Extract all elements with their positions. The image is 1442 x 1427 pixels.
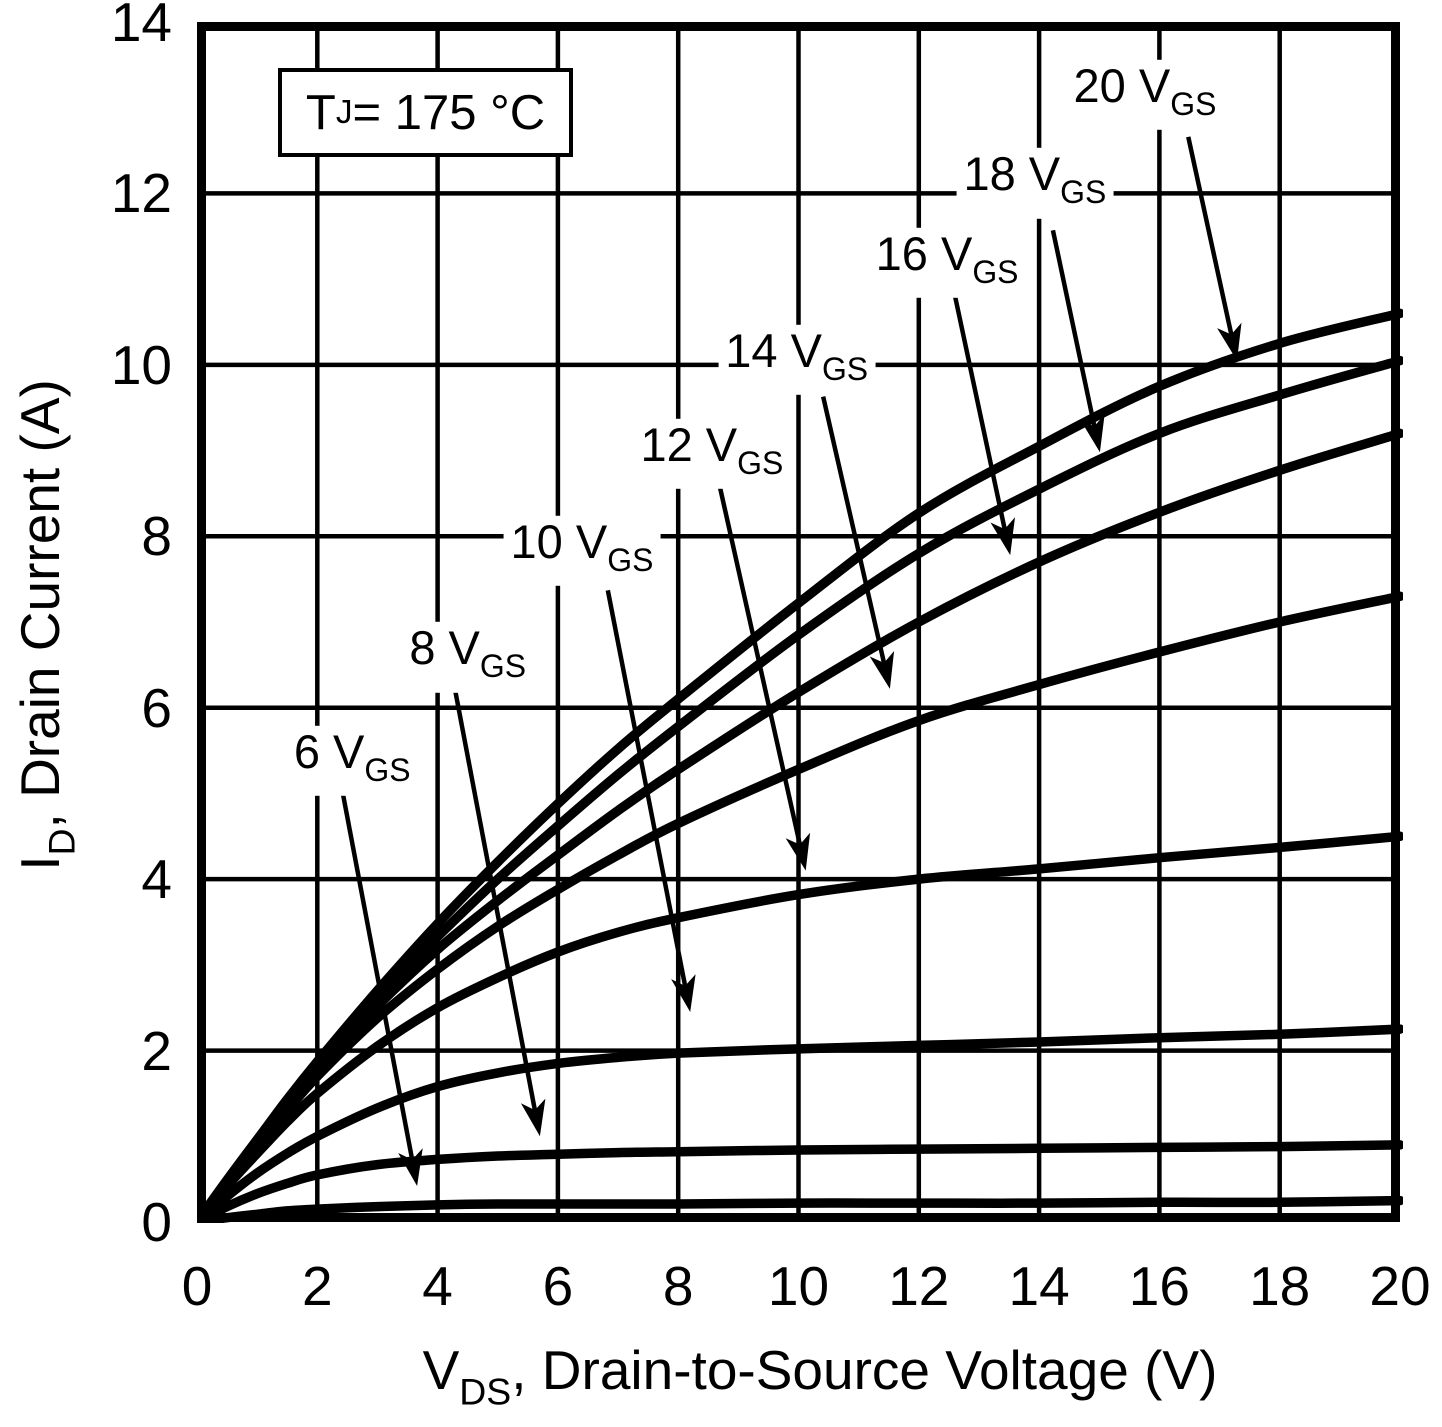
x-tick-label-12: 12 [888,1255,950,1317]
curve-vgs-8 [197,1140,1403,1223]
curve-label-vgs-18: 18 VGS [956,146,1114,219]
curve-label-sub-vgs-18: GS [1060,174,1107,211]
x-tick-label-8: 8 [662,1255,694,1317]
arrowhead-vgs-12 [785,832,811,871]
curve-label-sub-vgs-8: GS [479,648,527,685]
curve-label-main-vgs-10: 10 V [510,514,608,568]
curve-layer [197,308,1403,1223]
curve-label-sub-vgs-6: GS [364,752,411,789]
x-axis-title-post: , Drain-to-Source Voltage (V) [511,1339,1218,1401]
curve-label-sub-vgs-10: GS [607,542,654,579]
y-tick-label-4: 4 [141,848,172,911]
arrowhead-vgs-10 [671,974,696,1012]
curve-label-sub-vgs-12: GS [737,445,784,482]
arrow-line-vgs-20 [1186,136,1234,337]
arrowhead-vgs-14 [869,651,895,689]
arrowhead-vgs-6 [398,1148,423,1186]
curve-vgs-10 [197,1024,1403,1223]
curve-label-sub-vgs-16: GS [972,254,1019,291]
x-tick-label-16: 16 [1128,1255,1190,1317]
curve-label-vgs-8: 8 VGS [402,620,534,693]
x-tick-label-6: 6 [542,1255,574,1317]
x-tick-label-10: 10 [767,1255,830,1317]
arrow-line-vgs-18 [1050,229,1097,429]
legend-text-pre: T [305,85,336,140]
y-axis-title: ID, Drain Current (A) [9,275,83,975]
x-tick-label-20: 20 [1369,1255,1431,1317]
curve-label-vgs-20: 20 VGS [1066,58,1224,131]
legend-text-sub: J [335,93,353,131]
curve-vgs-12 [197,831,1403,1223]
curve-vgs-6 [197,1195,1403,1223]
arrow-line-vgs-14 [820,396,887,665]
curve-label-vgs-14: 14 VGS [718,323,876,395]
y-axis-title-post: , Drain Current (A) [9,379,71,829]
y-tick-label-12: 12 [110,162,172,225]
y-axis-title-sub: D [40,828,83,856]
y-tick-label-14: 14 [110,0,172,53]
x-tick-label-0: 0 [181,1255,213,1317]
arrow-line-vgs-8 [452,689,538,1112]
arrow-line-vgs-10 [605,589,688,988]
curve-label-vgs-10: 10 VGS [503,514,661,587]
curve-label-main-vgs-6: 6 V [293,724,365,778]
y-tick-label-6: 6 [141,676,172,739]
curve-label-main-vgs-18: 18 V [963,146,1061,200]
arrow-line-vgs-12 [715,477,803,847]
curve-label-main-vgs-12: 12 V [640,417,738,471]
curve-label-main-vgs-14: 14 V [725,323,822,377]
x-tick-label-2: 2 [302,1255,333,1317]
curve-label-vgs-6: 6 VGS [286,724,418,797]
arrow-line-vgs-16 [952,294,1008,531]
arrowhead-vgs-20 [1217,322,1242,361]
curve-label-sub-vgs-14: GS [821,350,869,387]
plot-border [197,22,1400,1222]
x-tick-label-14: 14 [1008,1255,1070,1317]
y-tick-label-8: 8 [141,505,172,568]
arrow-layer [340,136,1242,1186]
curve-label-main-vgs-20: 20 V [1073,58,1171,112]
curve-label-main-vgs-16: 16 V [875,226,973,280]
x-axis-title-sub: DS [459,1370,512,1413]
x-axis-title: VDS, Drain-to-Source Voltage (V) [365,1340,1275,1422]
y-axis-title-pre: I [9,855,71,871]
y-tick-label-2: 2 [141,1019,172,1082]
y-tick-label-0: 0 [141,1191,172,1253]
curve-label-sub-vgs-20: GS [1170,86,1217,123]
arrowhead-vgs-18 [1080,414,1105,453]
arrowhead-vgs-8 [520,1098,546,1137]
x-tick-label-4: 4 [422,1255,453,1317]
curve-label-main-vgs-8: 8 V [409,620,480,674]
x-tick-label-18: 18 [1249,1255,1311,1317]
y-tick-label-10: 10 [110,333,172,396]
arrow-line-vgs-6 [340,794,415,1162]
legend-text-post: = 175 °C [352,85,546,140]
curve-vgs-14 [197,591,1403,1223]
x-axis-title-pre: V [422,1339,460,1401]
arrowhead-vgs-16 [990,517,1015,556]
curve-label-vgs-12: 12 VGS [633,417,791,490]
curve-label-vgs-16: 16 VGS [868,226,1026,299]
